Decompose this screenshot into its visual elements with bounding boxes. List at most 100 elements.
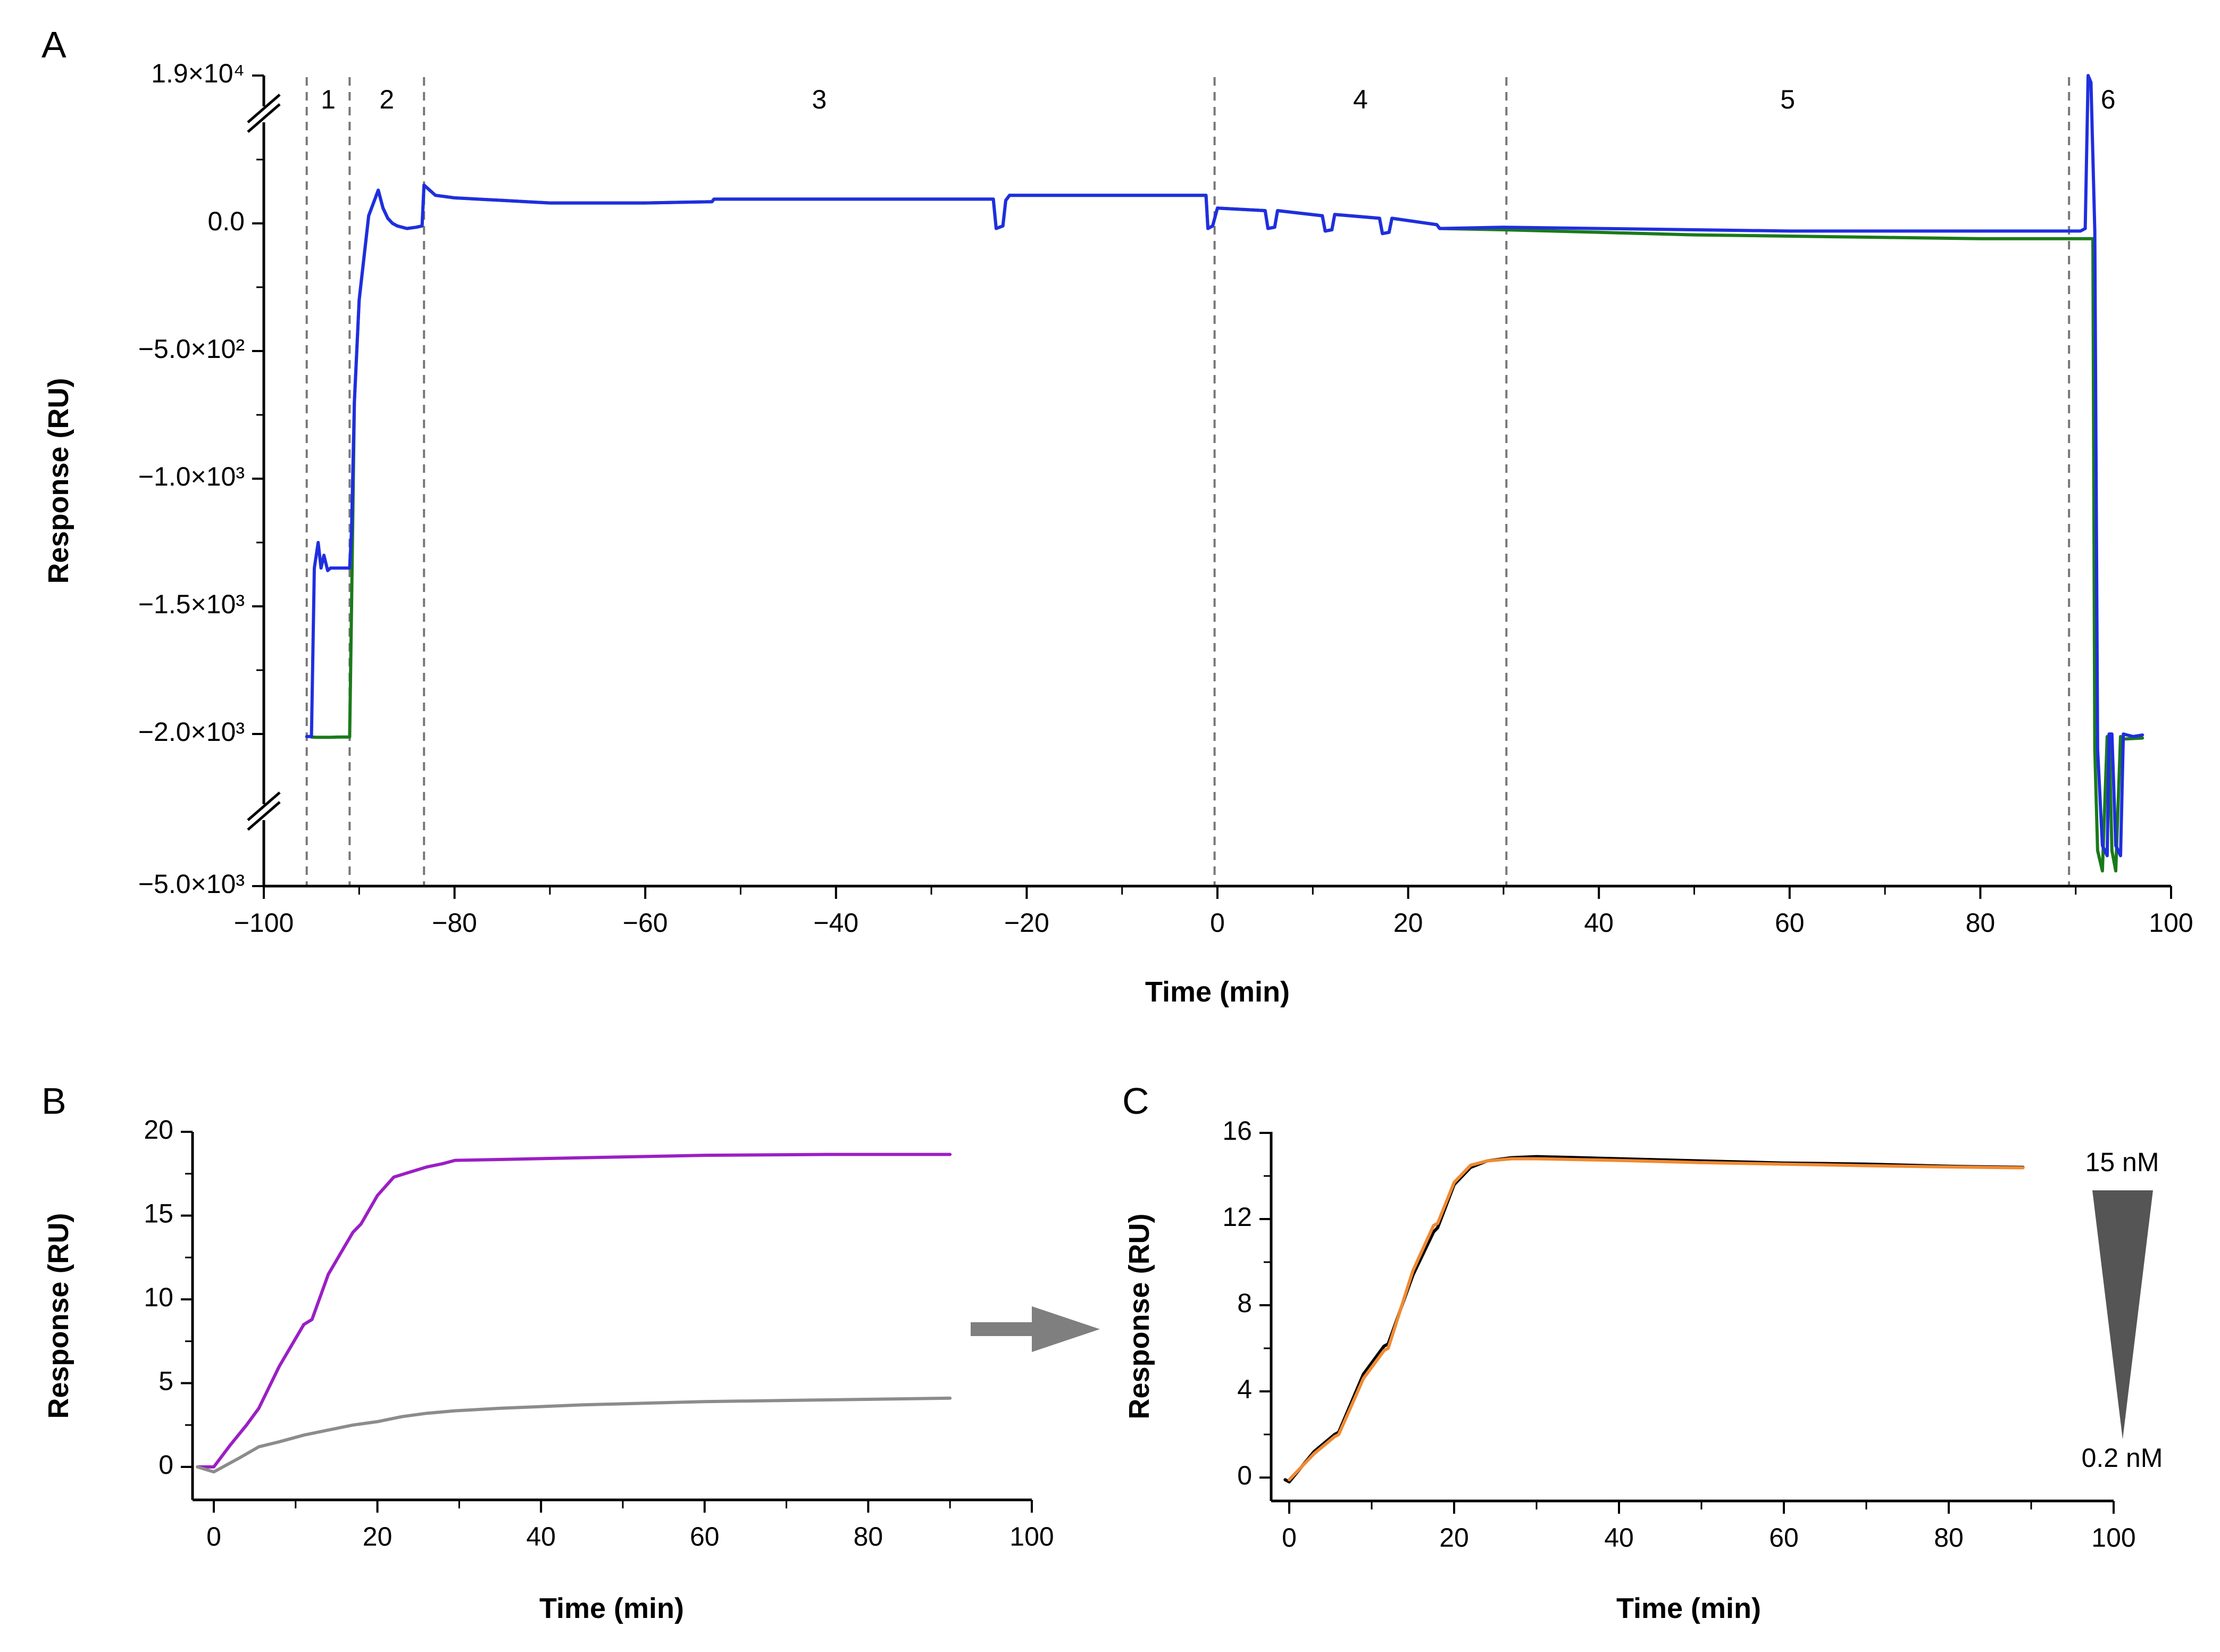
panel-a-x-tick-label: 40 [1584,908,1614,938]
panel-a-x-tick: 0 [1210,886,1225,938]
panel-b-x-tick: 0 [206,1500,221,1551]
concentration-low-label: 0.2 nM [2082,1443,2163,1473]
panel-c-y-tick-label: 16 [1222,1116,1252,1146]
panel-a-x-ticks: −100 −80 −60 −40 −20 0 20 40 60 80 100 [234,886,2193,938]
panel-c-y-tick-label: 0 [1237,1461,1252,1490]
panel-a-y-tick: 1.9×10⁴ [151,59,264,88]
panel-b-x-tick: 40 [526,1500,556,1551]
panel-c-series-fit [1288,1157,2025,1482]
panel-b-x-tick-label: 40 [526,1522,556,1551]
panel-b-y-tick-label: 10 [144,1282,173,1312]
panel-a-label: A [41,24,66,65]
panel-b-series [196,1153,952,1474]
panel-b-y-tick: 5 [158,1366,193,1396]
panel-a-y-tick-label: −1.5×10³ [138,589,245,619]
panel-a-x-tick: 80 [1966,886,1996,938]
panel-a-y-tick: −1.0×10³ [138,462,264,491]
panel-b-x-title: Time (min) [539,1592,684,1624]
panel-a-y-title: Response (RU) [43,378,74,583]
panel-a-y-tick: −2.0×10³ [138,717,264,747]
panel-c-y-tick-label: 4 [1237,1374,1252,1404]
panel-a-x-tick-label: −60 [623,908,668,938]
panel-c-y-title: Response (RU) [1123,1213,1155,1419]
panel-b-x-tick-label: 60 [690,1522,720,1551]
panel-b-series-reference [196,1396,952,1474]
concentration-wedge [2092,1190,2153,1439]
panel-b-x-tick-label: 20 [363,1522,393,1551]
panel-a-y-tick-label: 1.9×10⁴ [151,59,245,88]
concentration-high-label: 15 nM [2085,1147,2159,1177]
panel-c-x-tick: 100 [2091,1501,2136,1553]
panel-a-x-tick: −40 [813,886,858,938]
panel-a-axis-break-bottom [247,791,281,831]
panel-c-x-tick: 60 [1769,1501,1799,1553]
panel-b-y-tick: 20 [144,1115,193,1145]
panel-a-y-tick-label: −1.0×10³ [138,462,245,491]
panel-c-y-tick-label: 8 [1237,1288,1252,1318]
region-label: 3 [812,85,827,114]
transition-arrow [971,1306,1100,1352]
panel-a-y-tick-label: −5.0×10³ [138,869,245,899]
panel-b-x-tick-label: 100 [1009,1522,1054,1551]
panel-a-y-tick-label: −2.0×10³ [138,717,245,747]
panel-b-x-tick: 100 [1009,1500,1054,1551]
panel-a-y-tick-label: 0.0 [207,206,245,236]
panel-c-x-title: Time (min) [1616,1592,1761,1624]
panel-a-x-tick: 60 [1775,886,1805,938]
panel-a-x-tick: −20 [1004,886,1049,938]
panel-b-x-tick-label: 0 [206,1522,221,1551]
region-label: 2 [379,85,394,114]
panel-a-x-title: Time (min) [1145,976,1290,1008]
panel-a-series-active [305,74,2144,857]
region-label: 5 [1780,85,1795,114]
panel-a-series [305,74,2144,873]
panel-c-series [1283,1155,2025,1484]
panel-a-x-tick-label: −80 [432,908,477,938]
panel-b-x-tick: 20 [363,1500,393,1551]
panel-c-x-tick-label: 40 [1604,1523,1634,1553]
panel-a-x-tick-label: −20 [1004,908,1049,938]
region-label: 6 [2101,85,2116,114]
region-label: 4 [1353,85,1368,114]
panel-a-x-tick: 100 [2149,886,2193,938]
panel-b-y-tick-label: 5 [158,1366,173,1396]
panel-a-x-tick-label: −100 [234,908,294,938]
panel-b-y-title: Response (RU) [43,1213,74,1419]
panel-b-y-tick-label: 15 [144,1199,173,1229]
panel-b-y-tick-label: 20 [144,1115,173,1145]
panel-c-y-tick: 8 [1237,1288,1271,1318]
panel-c: C 0 4 8 12 16 0 20 40 60 80 100 Time (min) Respon… [1122,1080,2163,1624]
panel-c-y-tick: 12 [1222,1202,1271,1232]
panel-c-label: C [1122,1080,1149,1122]
panel-c-x-tick: 0 [1282,1501,1297,1553]
panel-a-x-tick: −80 [432,886,477,938]
panel-b-y-tick: 15 [144,1199,193,1229]
panel-b-y-tick-label: 0 [158,1450,173,1480]
panel-a-x-tick-label: 80 [1966,908,1996,938]
panel-a-x-tick: 40 [1584,886,1614,938]
panel-c-y-ticks: 0 4 8 12 16 [1222,1116,1271,1490]
panel-b-x-ticks: 0 20 40 60 80 100 [206,1500,1054,1551]
panel-a-y-tick: −5.0×10² [138,334,264,364]
panel-c-x-tick: 20 [1439,1501,1469,1553]
panel-c-x-tick-label: 80 [1934,1523,1964,1553]
panel-a: A 1 2 3 4 5 6 1.9×10⁴ 0.0 −5.0×10² −1.0×10³ −… [41,24,2193,1008]
panel-c-x-ticks: 0 20 40 60 80 100 [1282,1501,2136,1553]
panel-c-y-tick: 0 [1237,1461,1271,1490]
region-label: 1 [321,85,336,114]
panel-a-y-tick-label: −5.0×10² [138,334,245,364]
panel-c-x-tick-label: 0 [1282,1523,1297,1553]
panel-b-y-tick: 10 [144,1282,193,1312]
panel-c-y-tick: 16 [1222,1116,1271,1146]
panel-c-x-tick-label: 100 [2091,1523,2135,1553]
panel-b: B 0 5 10 15 20 0 20 40 60 80 100 Time (min) Respo… [41,1080,1054,1624]
panel-b-x-tick: 60 [690,1500,720,1551]
panel-b-y-ticks: 0 5 10 15 20 [144,1115,193,1480]
panel-c-x-tick: 80 [1934,1501,1964,1553]
panel-a-x-tick-label: 60 [1775,908,1805,938]
panel-c-x-tick-label: 20 [1439,1523,1469,1553]
panel-a-y-tick: −5.0×10³ [138,869,264,899]
panel-a-x-tick-label: 20 [1393,908,1423,938]
panel-b-y-tick: 0 [158,1450,193,1480]
panel-b-label: B [41,1080,66,1122]
